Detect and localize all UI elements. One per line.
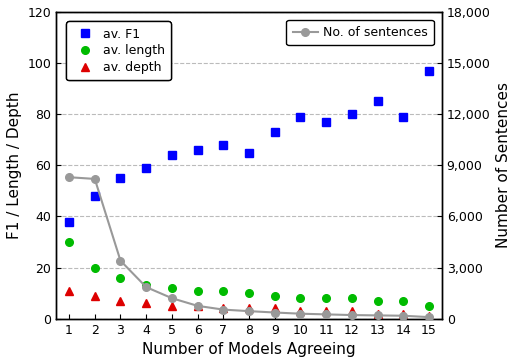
av. length	[271, 293, 278, 298]
av. depth	[375, 311, 381, 316]
av. length	[297, 296, 304, 300]
av. F1	[271, 130, 278, 134]
av. depth	[143, 301, 149, 305]
av. length	[400, 298, 406, 303]
av. depth	[323, 309, 329, 313]
av. length	[143, 283, 149, 288]
av. F1	[118, 176, 124, 180]
av. F1	[375, 99, 381, 104]
av. depth	[297, 309, 304, 313]
av. F1	[400, 115, 406, 119]
No. of sentences	[118, 258, 124, 263]
av. F1	[143, 166, 149, 170]
No. of sentences	[375, 313, 381, 317]
No. of sentences	[143, 285, 149, 289]
X-axis label: Number of Models Agreeing: Number of Models Agreeing	[142, 342, 356, 357]
av. length	[66, 240, 72, 244]
No. of sentences	[323, 312, 329, 317]
av. F1	[297, 115, 304, 119]
av. length	[92, 265, 98, 270]
av. depth	[246, 306, 252, 310]
av. length	[426, 304, 432, 308]
av. F1	[66, 219, 72, 224]
No. of sentences	[92, 177, 98, 181]
Line: av. length: av. length	[65, 238, 433, 310]
av. length	[220, 288, 226, 293]
No. of sentences	[271, 310, 278, 315]
av. F1	[349, 112, 355, 116]
No. of sentences	[220, 308, 226, 312]
No. of sentences	[349, 313, 355, 317]
av. depth	[426, 314, 432, 318]
av. depth	[400, 311, 406, 316]
av. length	[323, 296, 329, 300]
av. F1	[220, 143, 226, 147]
av. F1	[169, 153, 175, 157]
No. of sentences	[169, 296, 175, 300]
av. length	[118, 276, 124, 280]
av. depth	[220, 306, 226, 310]
av. F1	[92, 194, 98, 198]
av. length	[194, 288, 200, 293]
av. depth	[194, 304, 200, 308]
No. of sentences	[194, 304, 200, 308]
No. of sentences	[246, 309, 252, 313]
Legend: No. of sentences: No. of sentences	[286, 20, 434, 45]
Y-axis label: F1 / Length / Depth: F1 / Length / Depth	[7, 91, 22, 239]
av. F1	[194, 148, 200, 152]
av. depth	[92, 293, 98, 298]
av. depth	[271, 306, 278, 310]
av. F1	[426, 68, 432, 73]
av. depth	[66, 288, 72, 293]
av. F1	[246, 150, 252, 155]
Line: av. depth: av. depth	[65, 287, 433, 320]
av. length	[246, 291, 252, 295]
av. length	[169, 286, 175, 290]
No. of sentences	[66, 175, 72, 179]
av. length	[349, 296, 355, 300]
av. depth	[349, 309, 355, 313]
Line: No. of sentences: No. of sentences	[65, 173, 433, 321]
av. length	[375, 298, 381, 303]
Line: av. F1: av. F1	[65, 67, 433, 225]
Y-axis label: Number of Sentences: Number of Sentences	[496, 82, 511, 248]
Legend: av. F1, av. length, av. depth: av. F1, av. length, av. depth	[66, 21, 171, 80]
No. of sentences	[297, 312, 304, 316]
No. of sentences	[400, 313, 406, 318]
av. depth	[118, 298, 124, 303]
av. F1	[323, 120, 329, 124]
av. depth	[169, 304, 175, 308]
No. of sentences	[426, 315, 432, 319]
